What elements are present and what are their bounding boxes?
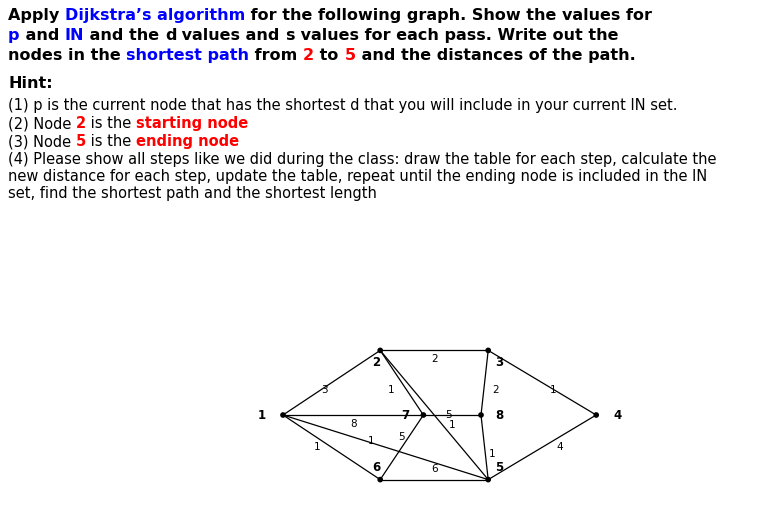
Text: (1) p is the current node that has the shortest d that you will include in your : (1) p is the current node that has the s… bbox=[8, 98, 678, 113]
Text: 1: 1 bbox=[550, 384, 556, 394]
Text: (4) Please show all steps like we did during the class: draw the table for each : (4) Please show all steps like we did du… bbox=[8, 152, 716, 167]
Text: from: from bbox=[250, 48, 304, 63]
Circle shape bbox=[378, 349, 383, 353]
Text: 1: 1 bbox=[314, 443, 320, 452]
Text: 5: 5 bbox=[495, 461, 503, 474]
Text: Dijkstra’s algorithm: Dijkstra’s algorithm bbox=[65, 8, 245, 23]
Text: (3) Node: (3) Node bbox=[8, 134, 76, 149]
Text: 4: 4 bbox=[557, 443, 563, 452]
Circle shape bbox=[486, 477, 490, 482]
Text: 4: 4 bbox=[614, 408, 622, 422]
Text: 5: 5 bbox=[76, 134, 86, 149]
Text: is the: is the bbox=[86, 116, 136, 131]
Text: Apply: Apply bbox=[8, 8, 65, 23]
Text: and: and bbox=[20, 28, 65, 43]
Text: (2) Node: (2) Node bbox=[8, 116, 76, 131]
Text: nodes in the: nodes in the bbox=[8, 48, 127, 63]
Circle shape bbox=[594, 413, 598, 417]
Circle shape bbox=[378, 477, 383, 482]
Text: ending node: ending node bbox=[136, 134, 239, 149]
Text: 1: 1 bbox=[489, 449, 495, 459]
Text: starting node: starting node bbox=[136, 116, 248, 131]
Text: shortest path: shortest path bbox=[127, 48, 250, 63]
Text: s: s bbox=[285, 28, 294, 43]
Text: Hint:: Hint: bbox=[8, 76, 52, 91]
Text: 5: 5 bbox=[446, 410, 452, 420]
Text: 1: 1 bbox=[368, 435, 374, 446]
Text: 2: 2 bbox=[304, 48, 314, 63]
Text: 2: 2 bbox=[431, 354, 437, 364]
Text: 2: 2 bbox=[373, 356, 381, 369]
Circle shape bbox=[479, 413, 483, 417]
Text: 6: 6 bbox=[431, 464, 437, 474]
Circle shape bbox=[281, 413, 285, 417]
Text: set, find the shortest path and the shortest length: set, find the shortest path and the shor… bbox=[8, 186, 377, 201]
Text: 2: 2 bbox=[492, 384, 499, 394]
Text: 7: 7 bbox=[402, 408, 409, 422]
Text: p: p bbox=[8, 28, 20, 43]
Text: d: d bbox=[165, 28, 176, 43]
Circle shape bbox=[421, 413, 426, 417]
Text: values and: values and bbox=[176, 28, 285, 43]
Text: 1: 1 bbox=[388, 384, 395, 394]
Text: to: to bbox=[314, 48, 345, 63]
Text: values for each pass. Write out the: values for each pass. Write out the bbox=[294, 28, 619, 43]
Text: 3: 3 bbox=[495, 356, 503, 369]
Text: is the: is the bbox=[86, 134, 136, 149]
Text: 1: 1 bbox=[257, 408, 266, 422]
Text: 6: 6 bbox=[373, 461, 381, 474]
Text: for the following graph. Show the values for: for the following graph. Show the values… bbox=[245, 8, 652, 23]
Text: 5: 5 bbox=[398, 432, 405, 442]
Text: 5: 5 bbox=[345, 48, 355, 63]
Circle shape bbox=[486, 349, 490, 353]
Text: and the distances of the path.: and the distances of the path. bbox=[355, 48, 635, 63]
Text: 8: 8 bbox=[350, 419, 357, 429]
Text: and the: and the bbox=[84, 28, 165, 43]
Text: 1: 1 bbox=[449, 420, 455, 430]
Text: new distance for each step, update the table, repeat until the ending node is in: new distance for each step, update the t… bbox=[8, 169, 707, 184]
Text: 8: 8 bbox=[495, 408, 503, 422]
Text: IN: IN bbox=[65, 28, 84, 43]
Text: 3: 3 bbox=[321, 384, 328, 394]
Text: 2: 2 bbox=[76, 116, 86, 131]
